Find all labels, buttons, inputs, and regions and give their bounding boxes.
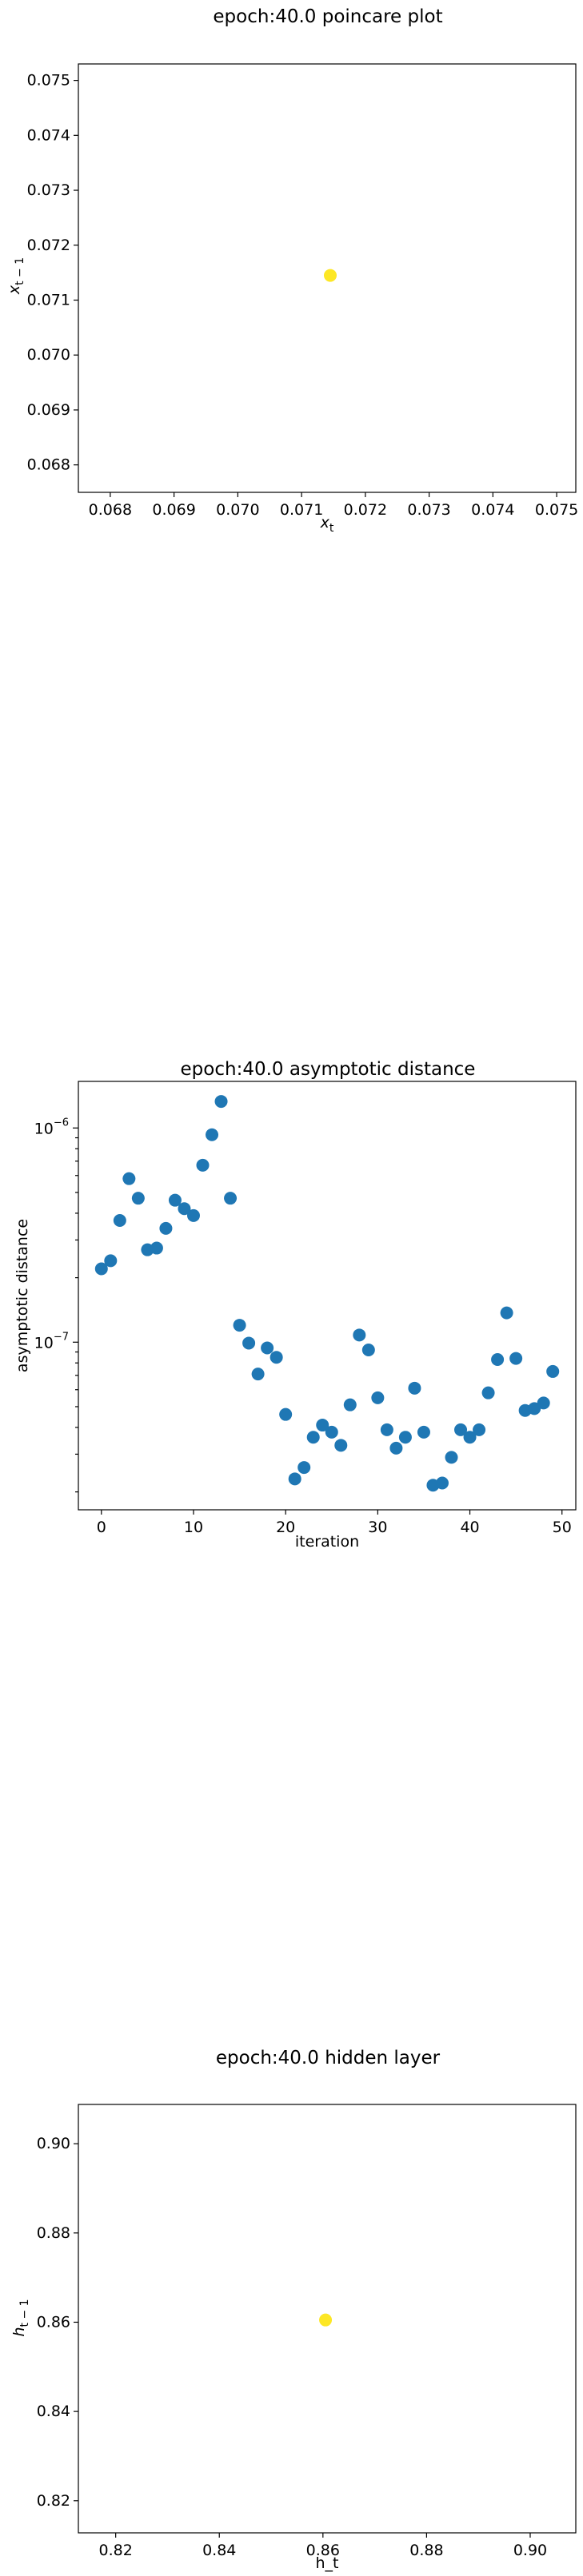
scatter-point (398, 1431, 412, 1444)
scatter-point (316, 1419, 329, 1432)
x-tick-label: 0.075 (535, 501, 578, 519)
y-tick-label: 0.88 (37, 2224, 70, 2242)
chart-title: epoch:40.0 asymptotic distance (181, 1059, 476, 1080)
x-axis-label: h_t (316, 2554, 339, 2572)
x-axis-label: xt (320, 514, 334, 535)
x-tick-label: 0.070 (216, 501, 259, 519)
y-tick-label: 0.070 (27, 346, 70, 364)
scatter-point (500, 1306, 513, 1320)
scatter-point (104, 1254, 118, 1268)
y-tick-label: 0.074 (27, 126, 70, 144)
scatter-point (546, 1364, 560, 1378)
x-tick-label: 0.074 (471, 501, 514, 519)
x-tick-label: 0.068 (89, 501, 132, 519)
plot-frame (78, 63, 577, 493)
y-axis-label: xt − 1 (6, 257, 26, 295)
scatter-point (224, 1192, 238, 1205)
scatter-point (491, 1352, 505, 1366)
y-tick-label: 0.90 (37, 2135, 70, 2152)
scatter-point (435, 1476, 449, 1490)
scatter-point (113, 1214, 126, 1228)
y-tick-label: 0.072 (27, 237, 70, 254)
scatter-point (131, 1192, 145, 1205)
scatter-point (408, 1381, 421, 1395)
x-tick-label: 20 (276, 1519, 295, 1536)
y-tick-label: 0.068 (27, 456, 70, 474)
scatter-point (537, 1396, 550, 1410)
scatter-point (528, 1402, 541, 1415)
scatter-point (325, 1425, 338, 1439)
scatter-point (323, 269, 337, 282)
scatter-point (178, 1202, 191, 1216)
plot-frame (78, 2104, 577, 2534)
y-axis-label: asymptotic distance (14, 1219, 31, 1372)
x-tick-label: 0.82 (98, 2542, 132, 2559)
scatter-point (319, 2313, 333, 2327)
scatter-point (417, 1425, 430, 1439)
scatter-point (233, 1319, 246, 1332)
x-axis-label: iteration (295, 1533, 359, 1551)
scatter-point (168, 1193, 182, 1207)
chart-title: epoch:40.0 hidden layer (216, 2048, 441, 2068)
x-tick-label: 10 (184, 1519, 203, 1536)
chart-title: epoch:40.0 poincare plot (213, 6, 442, 27)
scatter-point (380, 1423, 393, 1436)
scatter-point (206, 1128, 219, 1141)
scatter-point (343, 1398, 357, 1411)
y-tick-label: 10−6 (34, 1117, 69, 1137)
x-tick-label: 50 (553, 1519, 572, 1536)
y-tick-label: 10−7 (34, 1331, 69, 1352)
scatter-point (454, 1423, 468, 1436)
x-tick-label: 0.88 (409, 2542, 443, 2559)
scatter-point (463, 1431, 477, 1444)
scatter-point (371, 1391, 385, 1404)
scatter-point (361, 1343, 375, 1356)
scatter-point (473, 1423, 486, 1436)
scatter-point (214, 1095, 228, 1109)
scatter-point (279, 1407, 293, 1421)
scatter-point (159, 1221, 173, 1235)
x-tick-label: 0.84 (202, 2542, 236, 2559)
scatter-point (270, 1351, 283, 1364)
scatter-point (251, 1368, 265, 1381)
poincare-plot-chart: epoch:40.0 poincare plot 0.068 0.069 0.070… (6, 6, 578, 535)
scatter-point (297, 1461, 311, 1475)
x-tick-label: 0.073 (407, 501, 450, 519)
scatter-point (288, 1472, 301, 1486)
scatter-point (242, 1336, 256, 1350)
y-tick-label: 0.071 (27, 291, 70, 309)
scatter-point (94, 1262, 108, 1276)
hidden-layer-chart: epoch:40.0 hidden layer 0.82 0.84 0.86 0.88… (10, 2048, 577, 2572)
scatter-point (150, 1241, 163, 1255)
x-tick-label: 30 (368, 1519, 387, 1536)
y-tick-label: 0.073 (27, 181, 70, 199)
plot-frame (78, 1081, 577, 1511)
scatter-point (306, 1431, 320, 1444)
y-tick-label: 0.84 (37, 2403, 70, 2420)
y-tick-label: 0.82 (37, 2492, 70, 2510)
y-tick-label: 0.069 (27, 401, 70, 419)
scatter-point (353, 1328, 366, 1342)
scatter-point (186, 1208, 200, 1222)
x-tick-label: 0.90 (513, 2542, 547, 2559)
scatter-point (196, 1158, 210, 1172)
scatter-point (389, 1441, 403, 1455)
x-tick-label: 0.069 (152, 501, 195, 519)
x-tick-label: 0 (97, 1519, 106, 1536)
x-tick-label: 0.072 (344, 501, 387, 519)
asymptotic-distance-chart: epoch:40.0 asymptotic distance 0 10 20 30 40… (14, 1059, 577, 1551)
x-tick-label: 40 (460, 1519, 479, 1536)
x-tick-label: 0.86 (306, 2542, 340, 2559)
y-tick-label: 0.075 (27, 72, 70, 90)
scatter-point (122, 1172, 136, 1185)
scatter-point (509, 1352, 523, 1365)
x-tick-label: 0.071 (280, 501, 323, 519)
scatter-point (445, 1451, 458, 1464)
y-tick-label: 0.86 (37, 2313, 70, 2331)
scatter-point (261, 1341, 274, 1355)
scatter-point (334, 1439, 348, 1452)
scatter-point (481, 1386, 495, 1399)
y-axis-label: ht − 1 (10, 2299, 31, 2336)
